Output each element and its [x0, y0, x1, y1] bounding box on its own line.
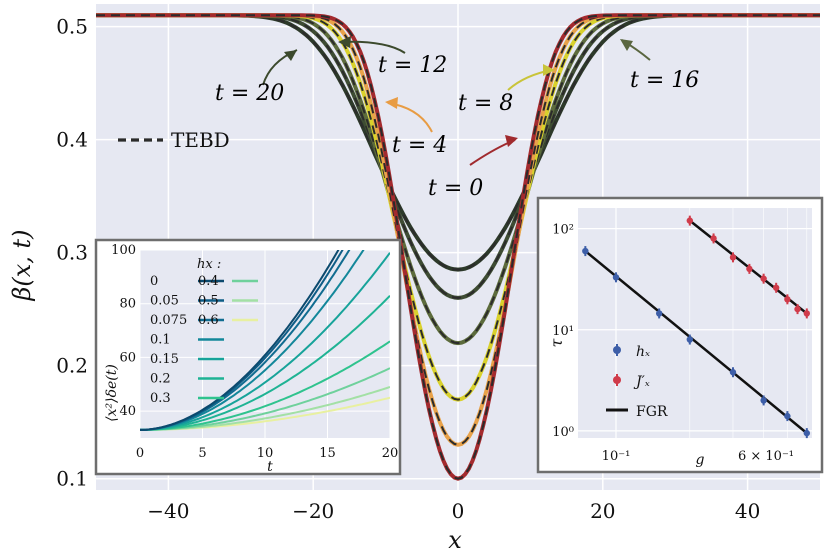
data-point [803, 310, 811, 317]
main-x-tick: −40 [147, 499, 189, 523]
inset-right-y-tick: 10⁰ [552, 425, 574, 440]
data-point [784, 412, 791, 420]
inset-left-tick-labels: 0 5 10 15 20 40 60 80 100 [111, 243, 398, 461]
inset-right-legend-label: FGR [636, 404, 668, 420]
data-point [746, 265, 753, 273]
time-annotations: t = 20 t = 12 t = 16 t = 8 t = 4 t = 0 [215, 36, 699, 201]
inset-left-y-label: ⟨x²⟩δe(t) [104, 364, 120, 422]
inset-left-curves [140, 250, 390, 431]
annotation-t4: t = 4 [392, 133, 447, 158]
inset-left-legend-label: 0.5 [198, 294, 219, 309]
inset-msd-plot: 0 5 10 15 20 40 60 80 100 ⟨x²⟩δe(t) t hx : 0 0.05… [94, 238, 402, 476]
inset-right-legend-label: hₓ [636, 344, 650, 360]
inset-left-x-tick: 20 [382, 446, 399, 461]
main-x-tick: 0 [452, 499, 465, 523]
arrow-t16-head [620, 39, 633, 51]
inset-left-legend-label: 0.2 [150, 372, 171, 387]
msd-curve-0.15 [140, 252, 390, 431]
inset-left-legend-label: 0 [150, 274, 158, 289]
inset-left-legend-title: hx : [197, 257, 221, 272]
inset-left-legend: 0 0.05 0.075 0.1 0.15 0.2 0.3 0.4 0.5 0.6 [150, 274, 258, 406]
inset-right-x-tick: 10⁻¹ [602, 449, 631, 464]
main-tick-labels: −40 −20 0 20 40 0.1 0.2 0.3 0.4 0.5 [56, 15, 760, 523]
data-point [710, 235, 717, 242]
arrow-t4-head [385, 97, 398, 109]
inset-left-x-label: t [267, 459, 273, 475]
inset-left-legend-label: 0.15 [150, 352, 179, 367]
inset-left-y-tick: 100 [111, 243, 136, 258]
data-point [729, 369, 737, 376]
main-x-axis-label: x [448, 526, 462, 554]
inset-left-x-tick: 15 [319, 446, 336, 461]
annotation-t16: t = 16 [630, 68, 699, 93]
legend-tebd-label: TEBD [171, 128, 230, 152]
inset-right-y-label: τ [547, 337, 566, 347]
main-curves [96, 13, 820, 481]
main-y-tick: 0.5 [56, 15, 88, 39]
inset-left-y-tick: 80 [119, 297, 136, 312]
data-point [655, 310, 663, 317]
main-y-tick: 0.1 [56, 467, 88, 491]
data-point [772, 284, 780, 291]
inset-right-plot-area [578, 208, 812, 438]
inset-left-x-tick: 0 [136, 446, 144, 461]
main-y-tick: 0.4 [56, 128, 88, 152]
annotation-t8: t = 8 [458, 91, 513, 116]
annotation-t20: t = 20 [215, 81, 284, 106]
inset-left-legend-label: 0.05 [150, 294, 179, 309]
inset-left-grid [139, 249, 391, 438]
main-legend: TEBD [118, 128, 230, 152]
data-point [582, 247, 589, 255]
msd-curve-0.3 [140, 340, 390, 431]
inset-left-y-tick: 40 [119, 404, 136, 419]
legend-marker [613, 346, 621, 354]
legend-marker [613, 376, 621, 384]
inset-lifetime-plot: 10⁻¹ 6 × 10⁻¹ 10⁰ 10¹ 10² τ g hₓ J′ₓ FGR [536, 196, 824, 474]
main-x-tick: 20 [590, 499, 615, 523]
data-point [794, 305, 801, 313]
annotation-t12: t = 12 [378, 53, 447, 78]
inset-left-y-tick: 60 [119, 350, 136, 365]
inset-right-x-label: g [696, 452, 705, 468]
main-y-axis-label: β(x, t) [8, 229, 36, 301]
msd-curve-0 [140, 250, 340, 431]
data-point [803, 429, 811, 437]
msd-curve-0.2 [140, 294, 390, 431]
inset-right-tick-labels: 10⁻¹ 6 × 10⁻¹ 10⁰ 10¹ 10² [552, 223, 794, 464]
inset-right-legend: hₓ J′ₓ FGR [606, 344, 668, 420]
inset-left-x-tick: 10 [257, 446, 274, 461]
data-point [760, 397, 767, 404]
data-point [612, 274, 620, 281]
inset-left-legend-label: 0.4 [198, 274, 219, 289]
inset-left-legend-label: 0.6 [198, 313, 219, 328]
inset-left-x-tick: 5 [198, 446, 206, 461]
inset-left-legend-label: 0.075 [150, 313, 187, 328]
inset-right-y-tick: 10¹ [552, 324, 574, 339]
inset-right-y-tick: 10² [552, 223, 574, 238]
inset-right-points [582, 215, 811, 439]
inset-right-x-tick: 6 × 10⁻¹ [738, 449, 794, 464]
annotation-t0: t = 0 [428, 176, 483, 201]
fgr-line [584, 250, 808, 435]
main-y-tick: 0.3 [56, 241, 88, 265]
tebd-curve [96, 14, 820, 480]
arrow-t12-head [338, 36, 351, 48]
inset-left-legend-label: 0.1 [150, 333, 171, 348]
inset-left-legend-label: 0.3 [150, 391, 171, 406]
arrow-t20-head [284, 50, 297, 61]
data-point [760, 275, 767, 282]
arrow-t8-head [543, 64, 555, 76]
main-x-tick: 40 [735, 499, 760, 523]
inset-right-legend-label: J′ₓ [633, 374, 650, 390]
data-point [729, 254, 737, 261]
main-y-tick: 0.2 [56, 354, 88, 378]
data-point [686, 217, 694, 224]
data-point [686, 336, 694, 343]
arrow-t0-head [505, 135, 518, 147]
data-point [784, 296, 791, 303]
main-x-tick: −20 [292, 499, 334, 523]
